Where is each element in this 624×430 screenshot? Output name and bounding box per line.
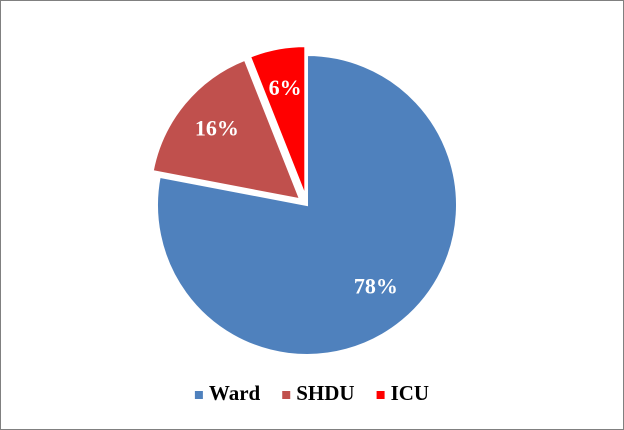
legend-marker — [194, 391, 203, 399]
pie-slice — [156, 53, 458, 356]
legend-marker — [282, 391, 291, 399]
pie-slice — [151, 58, 302, 201]
legend-label: Ward — [209, 381, 261, 405]
data-label: 16% — [195, 115, 239, 140]
data-label: 78% — [354, 273, 398, 298]
data-label: 6% — [269, 75, 302, 100]
pie-slice — [248, 45, 307, 197]
legend-label: SHDU — [296, 381, 354, 405]
legend-label: ICU — [391, 381, 430, 405]
legend-marker — [376, 391, 385, 399]
